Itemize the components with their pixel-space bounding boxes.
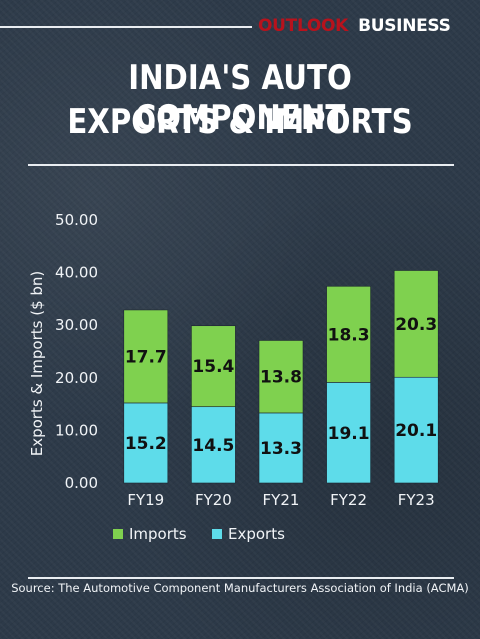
bar-imports bbox=[123, 309, 169, 404]
data-label-exports: 15.2 bbox=[125, 434, 167, 454]
brand-logo: OUTLOOK BUSINESS bbox=[258, 14, 451, 38]
bar-exports bbox=[191, 406, 236, 484]
source-note: Source: The Automotive Component Manufac… bbox=[11, 581, 469, 595]
data-label-exports: 20.1 bbox=[395, 421, 437, 441]
y-tick-label: 20.00 bbox=[55, 369, 98, 387]
chart-title-line-1: INDIA'S AUTO COMPONENT bbox=[128, 58, 352, 138]
data-label-exports: 13.3 bbox=[260, 439, 302, 459]
bar-exports bbox=[393, 376, 439, 484]
bar-imports bbox=[191, 325, 236, 408]
y-tick-label: 40.00 bbox=[55, 264, 98, 282]
data-label-exports: 19.1 bbox=[328, 424, 370, 444]
y-axis-label: Exports & Imports ($ bn) bbox=[28, 271, 46, 457]
data-label-imports: 15.4 bbox=[192, 357, 234, 377]
chart-title-line-2: EXPORTS & IMPORTS bbox=[67, 102, 413, 142]
stacked-bar-chart: 0.00 10.00 20.00 30.00 40.00 50.00 Exports & I… bbox=[28, 211, 439, 543]
legend-label: Imports bbox=[129, 525, 187, 543]
x-tick-label: FY21 bbox=[263, 491, 300, 509]
y-tick-label: 30.00 bbox=[55, 316, 98, 334]
x-tick-label: FY23 bbox=[398, 491, 435, 509]
source-divider bbox=[28, 577, 454, 579]
data-label-imports: 18.3 bbox=[328, 325, 370, 345]
x-tick-label: FY20 bbox=[195, 491, 232, 509]
y-tick-label: 10.00 bbox=[55, 421, 98, 439]
bar-exports bbox=[326, 382, 371, 484]
x-tick-label: FY22 bbox=[330, 491, 367, 509]
legend-label: Exports bbox=[228, 525, 285, 543]
data-label-imports: 13.8 bbox=[260, 368, 302, 388]
legend-swatch bbox=[113, 529, 123, 539]
bar-imports bbox=[258, 340, 304, 414]
data-label-imports: 17.7 bbox=[125, 347, 167, 367]
bar-exports bbox=[258, 412, 304, 484]
data-label-exports: 14.5 bbox=[192, 436, 234, 456]
x-tick-label: FY19 bbox=[127, 491, 164, 509]
top-rule bbox=[0, 26, 252, 28]
title-divider bbox=[28, 164, 454, 166]
brand-name-outlook: OUTLOOK bbox=[258, 16, 349, 36]
bar-imports bbox=[393, 270, 439, 378]
bar-imports bbox=[326, 285, 371, 383]
legend-swatch bbox=[212, 529, 222, 539]
bar-exports bbox=[123, 402, 169, 484]
brand-name-business: BUSINESS bbox=[358, 16, 451, 36]
y-tick-label: 0.00 bbox=[65, 474, 98, 492]
y-tick-label: 50.00 bbox=[55, 211, 98, 229]
data-label-imports: 20.3 bbox=[395, 315, 437, 335]
